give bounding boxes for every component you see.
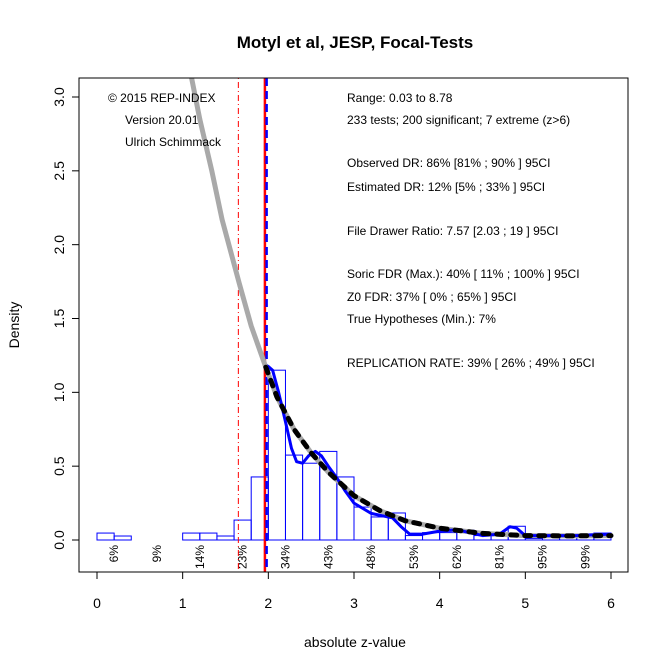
histogram-bar: [302, 462, 321, 541]
y-tick-label: 3.0: [51, 87, 67, 107]
histogram-bar: [439, 532, 458, 541]
copyright-note: © 2015 REP-INDEX: [108, 91, 216, 105]
y-tick-label: 1.0: [51, 382, 67, 402]
stat-annotation: REPLICATION RATE: 39% [ 26% ; 49% ] 95CI: [347, 356, 595, 370]
histogram-bar: [182, 532, 201, 541]
x-tick-label: 4: [436, 595, 444, 611]
power-label: 62%: [450, 545, 464, 569]
version-note: Version 20.01: [125, 113, 199, 127]
x-tick-label: 1: [179, 595, 187, 611]
x-tick-label: 3: [350, 595, 358, 611]
y-tick-label: 0.5: [51, 456, 67, 476]
x-tick-label: 2: [264, 595, 272, 611]
y-tick-label: 2.0: [51, 235, 67, 255]
power-label: 53%: [407, 545, 421, 569]
chart-title: Motyl et al, JESP, Focal-Tests: [237, 33, 474, 52]
x-tick-label: 0: [93, 595, 101, 611]
histogram-bar: [199, 532, 218, 541]
plot-frame: [78, 77, 629, 573]
x-tick-label: 6: [607, 595, 615, 611]
power-label: 81%: [493, 545, 507, 569]
x-axis-label: absolute z-value: [304, 634, 406, 650]
histogram-bar: [284, 454, 304, 541]
stat-annotation: Soric FDR (Max.): 40% [ 11% ; 100% ] 95C…: [347, 267, 580, 281]
power-label: 99%: [578, 545, 592, 569]
histogram-bar: [387, 512, 406, 541]
zcurve-dashed-line: [263, 364, 614, 539]
author-note: Ulrich Schimmack: [125, 135, 222, 149]
histogram-bar: [233, 519, 252, 541]
power-label: 95%: [535, 545, 549, 569]
power-label: 14%: [193, 545, 207, 569]
density-curve-line: [266, 364, 612, 538]
y-tick-label: 0.0: [51, 530, 67, 550]
y-tick-label: 1.5: [51, 309, 67, 329]
histogram-bar: [113, 535, 132, 541]
power-label: 48%: [364, 545, 378, 569]
stat-annotation: Z0 FDR: 37% [ 0% ; 65% ] 95CI: [347, 290, 516, 304]
y-axis-label: Density: [6, 302, 22, 349]
power-label: 6%: [107, 545, 121, 563]
y-tick-label: 2.5: [51, 161, 67, 181]
x-tick-label: 5: [521, 595, 529, 611]
stat-annotation: Range: 0.03 to 8.78: [347, 91, 453, 105]
histogram-bar: [370, 516, 389, 541]
histogram-bar: [404, 535, 424, 541]
stat-annotation: File Drawer Ratio: 7.57 [2.03 ; 19 ] 95C…: [347, 224, 558, 238]
power-label: 9%: [150, 545, 164, 563]
power-label: 43%: [321, 545, 335, 569]
power-label: 34%: [278, 545, 292, 569]
histogram-bar: [96, 532, 115, 541]
stat-annotation: True Hypotheses (Min.): 7%: [347, 312, 496, 326]
stat-annotation: Observed DR: 86% [81% ; 90% ] 95CI: [347, 156, 550, 170]
power-label: 23%: [236, 545, 250, 569]
stat-annotation: 233 tests; 200 significant; 7 extreme (z…: [347, 113, 570, 127]
histogram-bar: [524, 538, 543, 541]
histogram-bar: [216, 535, 235, 541]
stat-annotation: Estimated DR: 12% [5% ; 33% ] 95CI: [347, 180, 545, 194]
